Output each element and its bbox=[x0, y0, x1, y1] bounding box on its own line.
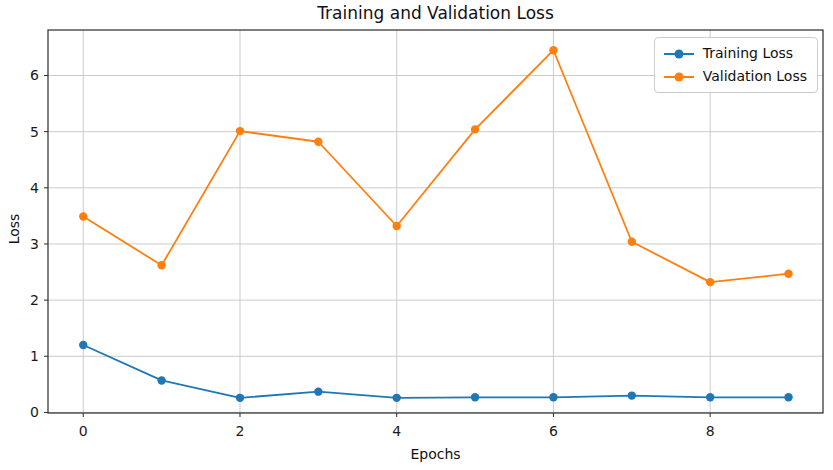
figure: Training and Validation Loss 02468012345… bbox=[0, 0, 833, 470]
validation-loss-point bbox=[157, 261, 165, 269]
x-tick-label: 0 bbox=[79, 423, 88, 439]
validation-loss-point bbox=[236, 127, 244, 135]
training-loss-marker-icon bbox=[674, 49, 683, 58]
training-loss-line bbox=[83, 345, 788, 398]
training-loss-point bbox=[471, 393, 479, 401]
y-tick-label: 5 bbox=[30, 124, 39, 140]
validation-loss-marker-icon bbox=[674, 72, 683, 81]
y-tick-label: 6 bbox=[30, 67, 39, 83]
legend-item-validation-loss: Validation Loss bbox=[664, 67, 807, 86]
y-tick-label: 0 bbox=[30, 404, 39, 420]
x-axis-label: Epochs bbox=[48, 446, 823, 462]
training-loss-point bbox=[784, 393, 792, 401]
y-tick-label: 1 bbox=[30, 348, 39, 364]
validation-loss-point bbox=[706, 278, 714, 286]
training-loss-line-swatch bbox=[664, 53, 694, 55]
training-loss-point bbox=[314, 387, 322, 395]
validation-loss-point bbox=[79, 212, 87, 220]
validation-loss-point bbox=[784, 270, 792, 278]
x-tick-label: 6 bbox=[549, 423, 558, 439]
x-tick-label: 8 bbox=[706, 423, 715, 439]
training-loss-point bbox=[236, 394, 244, 402]
validation-loss-point bbox=[549, 46, 557, 54]
validation-loss-point bbox=[628, 238, 636, 246]
validation-loss-line-swatch bbox=[664, 76, 694, 78]
training-loss-point bbox=[79, 341, 87, 349]
y-tick-label: 3 bbox=[30, 236, 39, 252]
validation-loss-point bbox=[314, 138, 322, 146]
legend-label-validation-loss: Validation Loss bbox=[703, 67, 807, 86]
legend: Training Loss Validation Loss bbox=[654, 37, 818, 93]
validation-loss-point bbox=[393, 222, 401, 230]
y-axis-label: Loss bbox=[6, 189, 22, 269]
training-loss-point bbox=[628, 391, 636, 399]
legend-item-training-loss: Training Loss bbox=[664, 44, 807, 63]
training-loss-point bbox=[706, 393, 714, 401]
x-tick-label: 2 bbox=[236, 423, 245, 439]
y-tick-label: 4 bbox=[30, 180, 39, 196]
legend-label-training-loss: Training Loss bbox=[703, 44, 793, 63]
training-loss-point bbox=[549, 393, 557, 401]
training-loss-point bbox=[157, 376, 165, 384]
training-loss-point bbox=[393, 394, 401, 402]
x-tick-label: 4 bbox=[392, 423, 401, 439]
y-tick-label: 2 bbox=[30, 292, 39, 308]
validation-loss-point bbox=[471, 125, 479, 133]
